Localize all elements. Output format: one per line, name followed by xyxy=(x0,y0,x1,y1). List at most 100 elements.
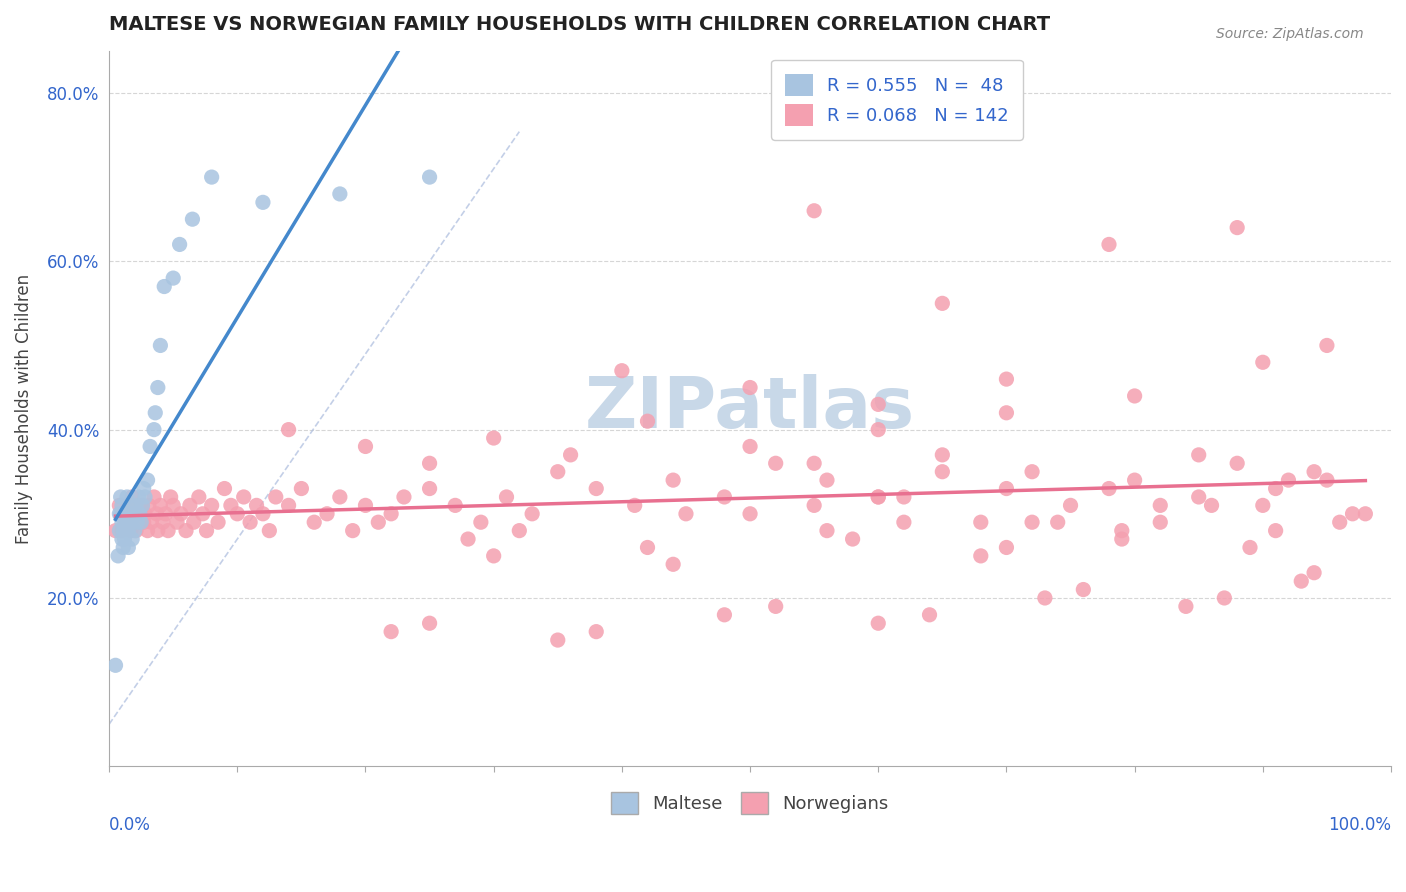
Point xyxy=(127,499,149,513)
Point xyxy=(893,490,915,504)
Point xyxy=(111,524,134,538)
Point xyxy=(329,186,352,201)
Point xyxy=(1303,566,1326,580)
Point xyxy=(1354,507,1376,521)
Point xyxy=(252,507,274,521)
Point xyxy=(169,237,191,252)
Point xyxy=(114,507,136,521)
Point xyxy=(1046,515,1069,529)
Point xyxy=(1111,532,1133,546)
Point xyxy=(380,624,402,639)
Point xyxy=(765,599,787,614)
Point xyxy=(1251,499,1274,513)
Point xyxy=(108,507,131,521)
Point xyxy=(124,524,146,538)
Point xyxy=(738,507,761,521)
Point xyxy=(118,507,141,521)
Point xyxy=(112,541,135,555)
Point xyxy=(995,482,1018,496)
Point xyxy=(995,372,1018,386)
Point xyxy=(1098,482,1121,496)
Point xyxy=(392,490,415,504)
Point xyxy=(111,499,134,513)
Point xyxy=(128,507,150,521)
Point xyxy=(132,515,155,529)
Point xyxy=(675,507,697,521)
Point xyxy=(1341,507,1364,521)
Point xyxy=(1149,499,1171,513)
Point xyxy=(252,195,274,210)
Point xyxy=(114,507,136,521)
Point xyxy=(117,541,139,555)
Point xyxy=(117,499,139,513)
Point xyxy=(520,507,543,521)
Point xyxy=(662,473,685,487)
Point xyxy=(117,524,139,538)
Point xyxy=(191,507,214,521)
Point xyxy=(129,507,152,521)
Point xyxy=(131,499,153,513)
Point xyxy=(444,499,467,513)
Point xyxy=(970,549,993,563)
Point xyxy=(918,607,941,622)
Point xyxy=(316,507,339,521)
Point xyxy=(107,549,129,563)
Point xyxy=(145,507,167,521)
Point xyxy=(143,406,166,420)
Point xyxy=(803,456,825,470)
Point xyxy=(893,515,915,529)
Point xyxy=(419,456,441,470)
Point xyxy=(547,633,569,648)
Point xyxy=(108,499,131,513)
Point xyxy=(264,490,287,504)
Point xyxy=(290,482,312,496)
Text: 0.0%: 0.0% xyxy=(110,816,150,834)
Point xyxy=(115,490,138,504)
Point xyxy=(138,499,160,513)
Point xyxy=(1277,473,1299,487)
Point xyxy=(738,380,761,394)
Point xyxy=(166,515,188,529)
Point xyxy=(868,616,890,631)
Point xyxy=(610,364,633,378)
Point xyxy=(354,499,377,513)
Point xyxy=(738,440,761,454)
Point xyxy=(111,515,134,529)
Point xyxy=(108,524,131,538)
Point xyxy=(259,524,281,538)
Point xyxy=(560,448,582,462)
Point xyxy=(245,499,267,513)
Point xyxy=(1291,574,1313,588)
Point xyxy=(170,507,193,521)
Point xyxy=(1033,591,1056,605)
Point xyxy=(121,499,143,513)
Point xyxy=(134,490,156,504)
Point xyxy=(931,296,953,310)
Point xyxy=(139,440,162,454)
Point xyxy=(136,473,159,487)
Point xyxy=(1123,389,1146,403)
Point xyxy=(637,541,659,555)
Point xyxy=(277,499,299,513)
Point xyxy=(122,515,145,529)
Point xyxy=(149,338,172,352)
Point xyxy=(1264,482,1286,496)
Point xyxy=(120,515,142,529)
Point xyxy=(342,524,364,538)
Point xyxy=(495,490,517,504)
Point xyxy=(226,507,249,521)
Point xyxy=(143,490,166,504)
Point xyxy=(1188,490,1211,504)
Point xyxy=(1303,465,1326,479)
Text: ZIPatlas: ZIPatlas xyxy=(585,374,915,443)
Point xyxy=(623,499,645,513)
Point xyxy=(354,440,377,454)
Point xyxy=(115,515,138,529)
Text: 100.0%: 100.0% xyxy=(1329,816,1391,834)
Point xyxy=(803,499,825,513)
Point xyxy=(1111,524,1133,538)
Y-axis label: Family Households with Children: Family Households with Children xyxy=(15,274,32,543)
Point xyxy=(183,515,205,529)
Point xyxy=(868,490,890,504)
Point xyxy=(152,515,174,529)
